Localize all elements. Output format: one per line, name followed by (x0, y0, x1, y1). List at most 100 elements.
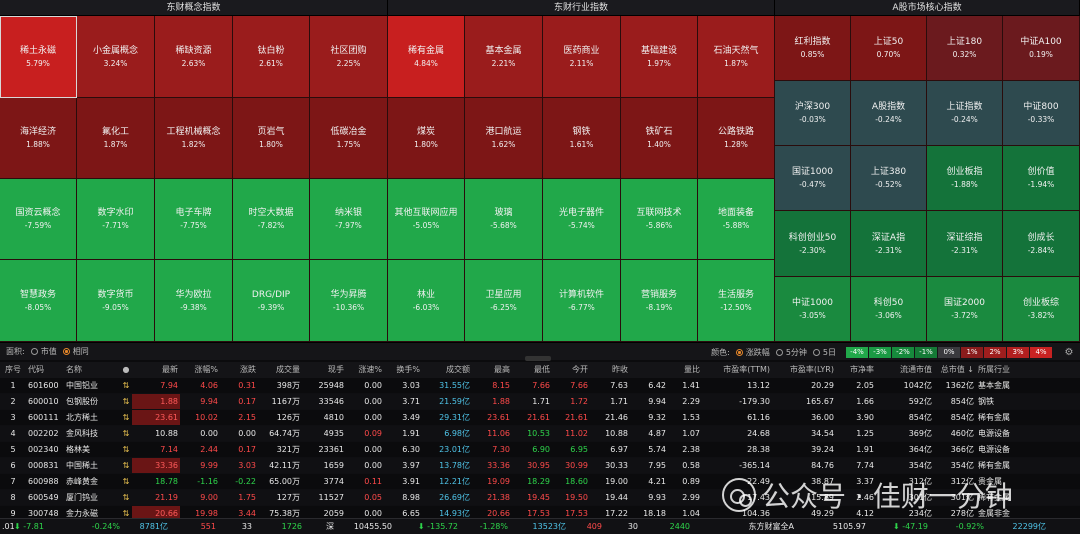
heatmap-tile[interactable]: 红利指数 0.85% (775, 16, 851, 81)
column-header[interactable]: 量比 (684, 365, 700, 374)
heatmap-tile[interactable]: 上证指数 -0.24% (927, 81, 1003, 146)
heatmap-tile[interactable]: DRG/DIP -9.39% (233, 260, 310, 342)
heatmap-tile[interactable]: 社区团购 2.25% (310, 16, 388, 98)
column-header[interactable]: 市净率 (850, 365, 874, 374)
heatmap-tile[interactable]: 中证A100 0.19% (1003, 16, 1080, 81)
column-header[interactable]: 成交额 (446, 365, 470, 374)
heatmap-tile[interactable]: 石油天然气 1.87% (698, 16, 775, 98)
heatmap-tile[interactable]: 地面装备 -5.88% (698, 179, 775, 260)
column-header[interactable]: 成交量 (276, 365, 300, 374)
heatmap-tile[interactable]: 基本金属 2.21% (465, 16, 543, 98)
heatmap-tile[interactable]: 沪深300 -0.03% (775, 81, 851, 146)
heatmap-tile[interactable]: 国证2000 -3.72% (927, 277, 1003, 342)
column-header[interactable]: 序号 (5, 365, 21, 374)
gear-icon[interactable]: ⚙ (1064, 346, 1074, 358)
column-header[interactable]: 今开 (572, 365, 588, 374)
column-header[interactable]: 涨幅% (194, 365, 218, 374)
heatmap-tile[interactable]: 国资云概念 -7.59% (0, 179, 77, 260)
heatmap-tile[interactable]: 华为昇腾 -10.36% (310, 260, 388, 342)
column-header[interactable]: ● (122, 365, 130, 374)
column-header[interactable]: 流通市值 (900, 365, 932, 374)
column-header[interactable]: 所属行业 (978, 365, 1010, 374)
column-header[interactable]: 代码 (28, 365, 44, 374)
table-row[interactable]: 4 002202 金风科技 ⇅ 10.88 0.00 0.00 64.74万 4935 0.09 1… (0, 426, 1080, 442)
color-option-5min[interactable]: 5分钟 (775, 347, 807, 358)
heatmap-tile[interactable]: 氟化工 1.87% (77, 98, 155, 179)
heatmap-tile[interactable]: 创业板指 -1.88% (927, 146, 1003, 211)
heatmap-tile[interactable]: 上证180 0.32% (927, 16, 1003, 81)
heatmap-tile[interactable]: 中证1000 -3.05% (775, 277, 851, 342)
heatmap-tile[interactable]: 玻璃 -5.68% (465, 179, 543, 260)
heatmap-tile[interactable]: 中证800 -0.33% (1003, 81, 1080, 146)
column-header[interactable]: 昨收 (612, 365, 628, 374)
heatmap-tile[interactable]: 港口航运 1.62% (465, 98, 543, 179)
heatmap-tile[interactable]: A股指数 -0.24% (851, 81, 927, 146)
table-row[interactable]: 8 600549 厦门钨业 ⇅ 21.19 9.00 1.75 127万 11527 0.05 8.… (0, 490, 1080, 506)
heatmap-tile[interactable]: 华为欧拉 -9.38% (155, 260, 233, 342)
column-header[interactable]: 最新 (162, 365, 178, 374)
column-header[interactable]: 最高 (494, 365, 510, 374)
heatmap-tile[interactable]: 小金属概念 3.24% (77, 16, 155, 98)
heatmap-tile[interactable]: 上证50 0.70% (851, 16, 927, 81)
heatmap-tile[interactable]: 光电子器件 -5.74% (543, 179, 621, 260)
table-row[interactable]: 2 600010 包钢股份 ⇅ 1.88 9.94 0.17 1167万 33546 0.00 3.… (0, 394, 1080, 410)
area-option-equal[interactable]: 相同 (62, 346, 89, 357)
heatmap-tile[interactable]: 医药商业 2.11% (543, 16, 621, 98)
heatmap-tile[interactable]: 页岩气 1.80% (233, 98, 310, 179)
heatmap-tile[interactable]: 电子车牌 -7.75% (155, 179, 233, 260)
heatmap-tile[interactable]: 时空大数据 -7.82% (233, 179, 310, 260)
heatmap-tile[interactable]: 数字货币 -9.05% (77, 260, 155, 342)
heatmap-tile[interactable]: 林业 -6.03% (388, 260, 465, 342)
column-header[interactable]: 最低 (534, 365, 550, 374)
color-option-change[interactable]: 涨跌幅 (735, 347, 770, 358)
heatmap-tile[interactable]: 深证A指 -2.31% (851, 211, 927, 277)
column-header[interactable]: 市盈率(LYR) (789, 365, 834, 374)
area-option-market-cap[interactable]: 市值 (30, 346, 57, 357)
heatmap-tile[interactable]: 营销服务 -8.19% (621, 260, 698, 342)
column-header[interactable]: 总市值 ↓ (940, 365, 974, 374)
heatmap-tile[interactable]: 创成长 -2.84% (1003, 211, 1080, 277)
heatmap-tile[interactable]: 工程机械概念 1.82% (155, 98, 233, 179)
heatmap-tile[interactable]: 稀土永磁 5.79% (0, 16, 77, 98)
heatmap-tile[interactable]: 数字水印 -7.71% (77, 179, 155, 260)
table-row[interactable]: 6 000831 中国稀土 ⇅ 33.36 9.99 3.03 42.11万 1659 0.00 3… (0, 458, 1080, 474)
table-row[interactable]: 5 002340 格林美 ⇅ 7.14 2.44 0.17 321万 23361 0.00 6.30… (0, 442, 1080, 458)
column-header[interactable]: 市盈率(TTM) (723, 365, 770, 374)
heatmap-tile[interactable]: 煤炭 1.80% (388, 98, 465, 179)
heatmap-tile[interactable]: 生活服务 -12.50% (698, 260, 775, 342)
column-header[interactable]: 涨速% (358, 365, 382, 374)
heatmap-tile[interactable]: 铁矿石 1.40% (621, 98, 698, 179)
table-cell: 36.00 (811, 413, 834, 422)
heatmap-tile[interactable]: 卫星应用 -6.25% (465, 260, 543, 342)
heatmap-tile[interactable]: 创价值 -1.94% (1003, 146, 1080, 211)
heatmap-tile[interactable]: 钢铁 1.61% (543, 98, 621, 179)
heatmap-tile[interactable]: 科创创业50 -2.30% (775, 211, 851, 277)
heatmap-tile[interactable]: 深证综指 -2.31% (927, 211, 1003, 277)
heatmap-tile[interactable]: 纳米银 -7.97% (310, 179, 388, 260)
heatmap-tile[interactable]: 稀有金属 4.84% (388, 16, 465, 98)
heatmap-tile[interactable]: 基础建设 1.97% (621, 16, 698, 98)
heatmap-tile[interactable]: 互联网技术 -5.86% (621, 179, 698, 260)
table-row[interactable]: 7 600988 赤峰黄金 ⇅ 18.78 -1.16 -0.22 65.00万 3774 0.1… (0, 474, 1080, 490)
heatmap-tile[interactable]: 钛白粉 2.61% (233, 16, 310, 98)
tile-change-pct: 1.75% (336, 140, 361, 149)
heatmap-tile[interactable]: 公路铁路 1.28% (698, 98, 775, 179)
heatmap-tile[interactable]: 创业板综 -3.82% (1003, 277, 1080, 342)
column-header[interactable]: 现手 (328, 365, 344, 374)
heatmap-tile[interactable]: 稀缺资源 2.63% (155, 16, 233, 98)
table-row[interactable]: 1 601600 中国铝业 ⇅ 7.94 4.06 0.31 398万 25948 0.00 3.0… (0, 378, 1080, 394)
color-option-5day[interactable]: 5日 (812, 347, 836, 358)
column-header[interactable]: 名称 (66, 365, 82, 374)
heatmap-tile[interactable]: 智慧政务 -8.05% (0, 260, 77, 342)
heatmap-tile[interactable]: 其他互联网应用 -5.05% (388, 179, 465, 260)
heatmap-tile[interactable]: 海洋经济 1.88% (0, 98, 77, 179)
heatmap-tile[interactable]: 国证1000 -0.47% (775, 146, 851, 211)
column-header[interactable]: 换手% (396, 365, 420, 374)
table-row[interactable]: 3 600111 北方稀土 ⇅ 23.61 10.02 2.15 126万 4810 0.00 3.… (0, 410, 1080, 426)
heatmap-tile[interactable]: 计算机软件 -6.77% (543, 260, 621, 342)
splitter-handle[interactable] (525, 356, 551, 361)
heatmap-tile[interactable]: 科创50 -3.06% (851, 277, 927, 342)
heatmap-tile[interactable]: 低碳冶金 1.75% (310, 98, 388, 179)
column-header[interactable]: 涨跌 (240, 365, 256, 374)
heatmap-tile[interactable]: 上证380 -0.52% (851, 146, 927, 211)
